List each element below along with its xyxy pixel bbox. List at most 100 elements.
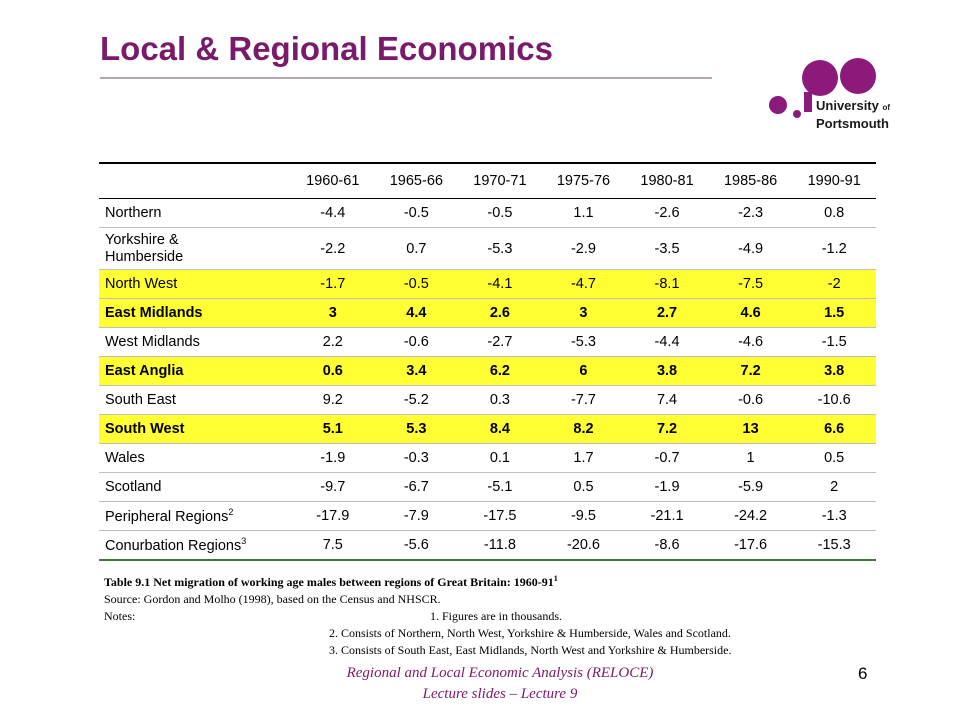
table-row: West Midlands 2.2 -0.6 -2.7 -5.3 -4.4 -4.6 -1.5 — [99, 328, 876, 357]
table-row: East Midlands 3 4.4 2.6 3 2.7 4.6 1.5 — [99, 298, 876, 328]
table-cell: -1.2 — [821, 240, 847, 257]
table-cell: 8.4 — [489, 421, 510, 437]
table-cell: 1.5 — [824, 305, 845, 321]
row-label-text: West Midlands — [105, 334, 200, 350]
table-cell: 0.7 — [406, 240, 427, 257]
row-label: South West — [99, 415, 291, 444]
table-cell: -7.7 — [570, 392, 596, 408]
university-logo-icon — [769, 58, 876, 118]
logo-line-2: Portsmouth — [816, 116, 889, 131]
table-cell: -7.5 — [738, 276, 764, 292]
table-cell: 0.1 — [489, 450, 510, 466]
table-cell: 6.2 — [489, 363, 510, 379]
table-cell: -1.7 — [320, 276, 346, 292]
row-label: East Midlands — [99, 299, 291, 328]
row-label-text: East Midlands — [105, 305, 203, 321]
row-label-text: South East — [105, 392, 176, 408]
caption-title: Table 9.1 Net migration of working age m… — [104, 575, 554, 589]
table-cell: -4.4 — [654, 334, 680, 350]
table-cell: 5.1 — [322, 421, 343, 437]
table-cell: 0.8 — [824, 205, 845, 221]
table-cell: 2.7 — [656, 305, 678, 321]
table-cell: -4.9 — [738, 240, 764, 257]
table-cell: 1 — [746, 450, 755, 466]
row-label-footnote: 3 — [241, 535, 247, 546]
table-body: Northern -4.4 -0.5 -0.5 1.1 -2.6 -2.3 0.8 Yorksh… — [99, 199, 876, 560]
footer-line-2: Lecture slides – Lecture 9 — [422, 686, 578, 702]
table-cell: -10.6 — [817, 392, 851, 408]
table-cell: -17.9 — [316, 508, 350, 524]
table-cell: 3 — [328, 305, 337, 321]
table-cell: 13 — [742, 421, 759, 437]
migration-table: 1960-61 1965-66 1970-71 1975-76 1980-81 1985-… — [99, 162, 876, 561]
logo-line-1: University — [816, 98, 879, 113]
table-caption: Table 9.1 Net migration of working age m… — [104, 570, 884, 659]
table-cell: 7.5 — [322, 536, 343, 553]
table-cell: 2.2 — [322, 334, 343, 350]
caption-source: Source: Gordon and Molho (1998), based o… — [104, 592, 441, 606]
table-cell: 3.8 — [824, 363, 845, 379]
caption-note-3: 3. Consists of South East, East Midlands… — [329, 643, 732, 657]
row-label-text: North West — [105, 276, 178, 292]
caption-note-1: 1. Figures are in thousands. — [430, 609, 562, 623]
table-cell: -2.3 — [738, 205, 764, 221]
table-row: South West 5.1 5.3 8.4 8.2 7.2 13 6.6 — [99, 414, 876, 444]
table-cell: 3.4 — [406, 363, 427, 379]
row-label-text: South West — [105, 421, 185, 437]
table-cell: 6 — [579, 363, 588, 379]
table-cell: -20.6 — [566, 536, 600, 553]
table-cell: -5.9 — [738, 479, 764, 495]
table-cell: 2.6 — [489, 305, 510, 321]
table-row: South East 9.2 -5.2 0.3 -7.7 7.4 -0.6 -10.6 — [99, 386, 876, 415]
table-cell: -17.6 — [734, 536, 768, 553]
row-label-text: Wales — [105, 450, 145, 466]
table-cell: -0.5 — [403, 276, 429, 292]
row-label: West Midlands — [99, 328, 291, 357]
table-cell: 4.4 — [406, 305, 427, 321]
table-cell: -17.5 — [483, 508, 517, 524]
table-cell: -5.1 — [487, 479, 513, 495]
table-cell: -1.9 — [654, 479, 680, 495]
table-row: Conurbation Regions3 7.5 -5.6 -11.8 -20.6 -8.… — [99, 531, 876, 560]
table-cell: 6.6 — [824, 421, 845, 437]
table-cell: 3.8 — [656, 363, 678, 379]
table-cell: -4.7 — [570, 276, 596, 292]
table-cell: -21.1 — [650, 508, 684, 524]
row-label: Peripheral Regions2 — [99, 502, 291, 531]
table-cell: -5.3 — [487, 240, 513, 257]
table-cell: -4.4 — [320, 205, 346, 221]
row-label: Yorkshire & Humberside — [99, 228, 291, 270]
table-cell: 8.2 — [573, 421, 594, 437]
row-label-text: Northern — [105, 205, 162, 221]
table-cell: -2 — [827, 276, 841, 292]
row-label-text: Scotland — [105, 479, 162, 495]
column-header-region — [99, 162, 291, 199]
table-cell: 7.4 — [656, 392, 678, 408]
table-cell: 0.5 — [573, 479, 594, 495]
row-label: North West — [99, 270, 291, 299]
row-label-text-line-2: Humberside — [105, 248, 184, 265]
row-label: East Anglia — [99, 357, 291, 386]
caption-notes-label: Notes: — [104, 609, 136, 623]
footer-line-1: Regional and Local Economic Analysis (RE… — [346, 665, 654, 681]
caption-note-2: 2. Consists of Northern, North West, Yor… — [329, 626, 731, 640]
page-number: 6 — [858, 664, 868, 683]
row-label-footnote: 2 — [228, 507, 234, 518]
table-cell: -1.3 — [821, 508, 847, 524]
column-header-year: 1985-86 — [708, 162, 793, 199]
row-label-text: East Anglia — [105, 363, 184, 379]
row-label: South East — [99, 386, 291, 415]
row-label-text: Conurbation Regions — [105, 537, 242, 554]
row-label: Northern — [99, 199, 291, 228]
table-cell: 1.1 — [573, 205, 594, 221]
table-cell: 0.6 — [322, 363, 343, 379]
row-label: Conurbation Regions3 — [99, 531, 291, 560]
table-cell: -4.1 — [487, 276, 513, 292]
table-cell: -1.9 — [320, 450, 346, 466]
logo-wordmark: University of Portsmouth — [816, 98, 890, 132]
table-cell: -7.9 — [403, 508, 429, 524]
row-label-text: Peripheral Regions — [105, 508, 229, 525]
table-cell: -0.6 — [403, 334, 429, 350]
row-label-text: Yorkshire & — [105, 231, 179, 248]
table-header-row: 1960-61 1965-66 1970-71 1975-76 1980-81 1985-… — [99, 162, 876, 199]
